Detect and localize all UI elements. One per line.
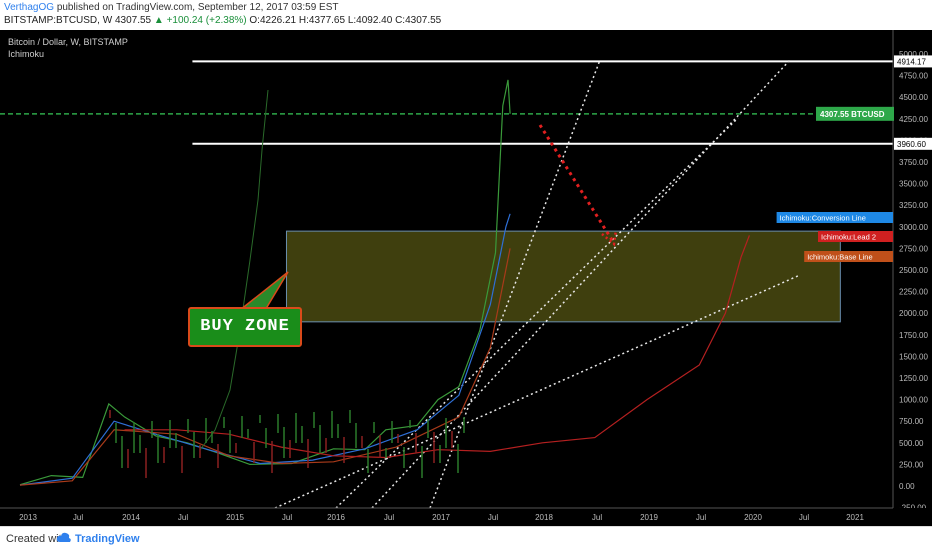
y-tick-label: 1000.00 [899,396,928,405]
y-tick-label: 1500.00 [899,352,928,361]
price-change: ▲ +100.24 (+2.38%) [153,15,247,26]
current-price-tag-bg [816,106,894,121]
chart-area[interactable]: -250.000.00250.00500.00750.001000.001250… [0,30,932,526]
current-price-tag: 4307.55 BTCUSD [820,110,885,119]
indicator-label-1: Ichimoku:Lead 2 [821,233,876,242]
trend-line-2 [274,274,801,509]
publish-text: published on TradingView.com, September … [56,2,339,13]
y-tick-label: 2750.00 [899,244,928,253]
indicator-label-bg [776,212,893,223]
y-tick-label: 3750.00 [899,158,928,167]
y-tick-label: 250.00 [899,460,924,469]
y-tick-label: 1250.00 [899,374,928,383]
lagging-span-line [199,89,269,451]
indicator-label-2: Ichimoku:Base Line [807,253,872,262]
chart-legend: Bitcoin / Dollar, W, BITSTAMP Ichimoku [8,36,128,60]
x-tick-label: 2018 [535,513,553,522]
price-axis-bg [893,30,932,508]
x-tick-label: 2019 [640,513,658,522]
x-tick-label: Jul [488,513,498,522]
x-tick-label: 2016 [327,513,345,522]
x-tick-label: Jul [592,513,602,522]
series-line-3 [124,235,750,459]
created-with-label: Created with [6,533,68,545]
footer: Created with TradingView [0,526,932,551]
x-tick-label: 2013 [19,513,37,522]
y-tick-label: 0.00 [899,482,915,491]
last-price: 4307.55 [114,15,152,26]
x-tick-label: 2014 [122,513,140,522]
y-tick-label: 750.00 [899,417,924,426]
x-tick-label: Jul [696,513,706,522]
forecast-arrow-line [538,124,614,241]
publish-header: VerthagOG published on TradingView.com, … [0,0,932,30]
chart-canvas[interactable]: -250.000.00250.00500.00750.001000.001250… [0,30,932,526]
forecast-arrow-head [601,229,618,247]
x-tick-label: Jul [384,513,394,522]
y-tick-label: 2250.00 [899,288,928,297]
x-tick-label: 2017 [432,513,450,522]
y-tick-label: 3500.00 [899,180,928,189]
tradingview-cloud-icon [56,532,71,542]
y-tick-label: 3250.00 [899,201,928,210]
level-label-bg [894,55,932,68]
series-line-1 [19,213,511,486]
y-tick-label: 5000.00 [899,50,928,59]
y-tick-label: 4500.00 [899,93,928,102]
time-axis-bg [0,508,932,526]
level-label-1: 3960.60 [897,140,926,149]
indicator-label-bg [818,231,893,242]
x-tick-label: Jul [799,513,809,522]
ohlc: O:4226.21 H:4377.65 L:4092.40 C:4307.55 [249,15,442,26]
interval: W [102,15,113,26]
symbol: BITSTAMP:BTCUSD, [4,15,100,26]
indicator-label-0: Ichimoku:Conversion Line [780,214,866,223]
legend-title: Bitcoin / Dollar, W, BITSTAMP [8,37,128,47]
legend-indicator[interactable]: Ichimoku [8,49,45,59]
trend-line-3 [335,117,739,509]
publish-info: VerthagOG published on TradingView.com, … [4,2,338,13]
series-line-0 [19,79,511,486]
y-tick-label: 2000.00 [899,309,928,318]
x-tick-label: 2020 [744,513,762,522]
x-tick-label: Jul [178,513,188,522]
x-tick-label: Jul [282,513,292,522]
tradingview-brand[interactable]: TradingView [75,533,140,545]
x-tick-label: 2015 [226,513,244,522]
x-tick-label: 2021 [846,513,864,522]
y-tick-label: 4250.00 [899,115,928,124]
level-label-0: 4914.17 [897,57,926,66]
buy-zone-rect [285,230,841,323]
buy-zone-badge: BUY ZONE [188,307,302,347]
indicator-label-bg [804,251,893,262]
y-tick-label: 500.00 [899,439,924,448]
x-tick-label: Jul [73,513,83,522]
author-link[interactable]: VerthagOG [4,2,55,13]
level-label-bg [894,137,932,150]
y-tick-label: 1750.00 [899,331,928,340]
series-line-2 [19,248,511,486]
y-tick-label: 2500.00 [899,266,928,275]
y-tick-label: 4750.00 [899,72,928,81]
y-tick-label: 3000.00 [899,223,928,232]
quote-line: BITSTAMP:BTCUSD, W 4307.55 ▲ +100.24 (+2… [4,15,441,26]
